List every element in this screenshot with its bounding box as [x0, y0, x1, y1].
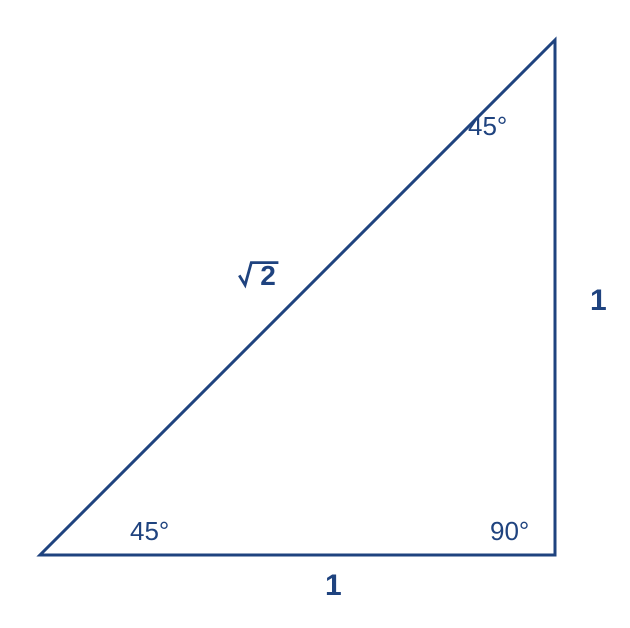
side-hypotenuse-label: 2 [240, 260, 277, 291]
side-right-label: 1 [590, 284, 607, 317]
angle-b-label: 90° [490, 516, 529, 546]
svg-text:2: 2 [260, 260, 276, 291]
side-base-label: 1 [325, 569, 342, 602]
angle-a-label: 45° [130, 516, 169, 546]
triangle-diagram: 1 1 2 45° 90° 45° [0, 0, 630, 628]
angle-c-label: 45° [468, 111, 507, 141]
labels-group: 1 1 2 45° 90° 45° [130, 111, 607, 602]
